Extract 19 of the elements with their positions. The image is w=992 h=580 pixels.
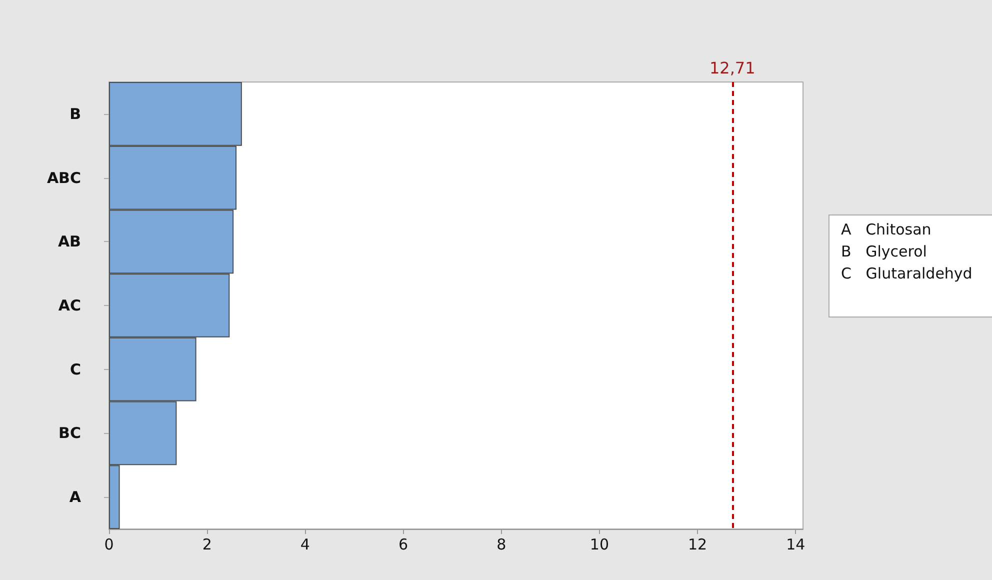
x-tick-label: 6 [398, 536, 408, 554]
y-tick-label: AB [58, 232, 81, 251]
y-tick-label: AC [58, 296, 81, 314]
y-tick-label: C [70, 360, 81, 378]
text: B Glycerol [841, 242, 927, 260]
x-tick-label: 8 [496, 536, 506, 554]
x-tick-label: 2 [202, 536, 212, 554]
x-tick-label: 12 [688, 536, 708, 554]
y-tick-label: B [70, 104, 81, 123]
ref-line-label: 12,71 [709, 58, 756, 78]
x-tick-label: 14 [786, 536, 806, 554]
x-tick-label: 0 [104, 536, 114, 554]
y-tick-label: BC [58, 424, 81, 442]
x-tick-label: 10 [590, 536, 610, 554]
y-tick-label: ABC [46, 168, 81, 187]
y-tick-label: A [69, 488, 82, 506]
x-tick-label: 4 [300, 536, 310, 554]
text: C Glutaraldehyd [841, 264, 972, 282]
text: A Chitosan [841, 220, 932, 238]
